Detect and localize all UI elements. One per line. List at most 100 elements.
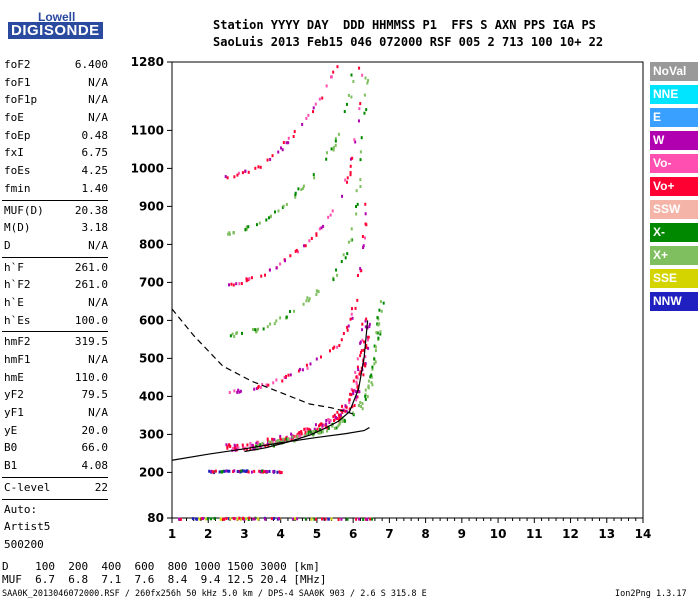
echo-point — [283, 375, 286, 379]
echo-point — [308, 239, 311, 243]
echo-point — [355, 398, 358, 402]
echo-point — [247, 225, 250, 229]
param-row: fmin 1.40 — [2, 180, 108, 198]
param-name: Artist5 — [4, 520, 51, 534]
echo-point — [312, 173, 315, 177]
echo-point — [364, 319, 367, 323]
echo-point — [244, 227, 247, 231]
y-tick-label: 800 — [139, 237, 164, 251]
echo-point — [363, 362, 366, 366]
echo-point — [361, 328, 364, 332]
echo-point — [236, 173, 239, 177]
echo-point — [325, 419, 328, 423]
echo-point — [271, 154, 274, 158]
echo-point — [266, 325, 269, 329]
x-tick-label: 12 — [562, 527, 579, 541]
echo-point — [225, 517, 228, 521]
echo-point — [238, 390, 241, 394]
param-row: hmF1 N/A — [2, 351, 108, 369]
echo-point — [232, 516, 235, 520]
echo-point — [358, 517, 361, 521]
echo-point — [336, 417, 339, 421]
echo-point — [289, 254, 292, 258]
x-tick-label: 4 — [277, 527, 285, 541]
echo-point — [310, 517, 313, 521]
echo-point — [357, 368, 360, 372]
echo-point — [355, 517, 358, 521]
echo-point — [355, 395, 358, 399]
echo-point — [294, 191, 297, 195]
param-name: fxI — [4, 146, 24, 160]
footer-version: Ion2Png 1.3.17 — [615, 589, 687, 599]
param-row: 500200 — [2, 536, 108, 554]
echo-point — [361, 234, 364, 238]
x-tick-label: 13 — [598, 527, 615, 541]
echo-point — [333, 413, 336, 417]
param-row: MUF(D) 20.38 — [2, 202, 108, 220]
echo-point — [287, 136, 290, 140]
echo-point — [255, 441, 258, 445]
echo-point — [361, 407, 364, 411]
echo-point — [178, 517, 181, 521]
echo-point — [302, 184, 305, 188]
param-row: yE 20.0 — [2, 422, 108, 440]
echo-point — [321, 430, 324, 434]
echo-point — [328, 349, 331, 353]
param-value: 79.5 — [81, 388, 109, 402]
echo-point — [303, 427, 306, 431]
echo-point — [347, 324, 350, 328]
echo-point — [366, 81, 369, 85]
echo-point — [279, 262, 282, 266]
echo-point — [287, 437, 290, 441]
echo-point — [378, 322, 381, 326]
param-name: foEs — [4, 164, 31, 178]
echo-point — [266, 470, 269, 474]
echo-point — [360, 136, 363, 140]
echo-point — [362, 348, 365, 352]
echo-point — [350, 307, 353, 311]
echo-point — [272, 470, 275, 474]
echo-point — [236, 469, 239, 473]
echo-point — [299, 434, 302, 438]
param-name: foE — [4, 111, 24, 125]
echo-point — [267, 216, 270, 220]
echo-point — [309, 362, 312, 366]
echo-point — [343, 110, 346, 114]
echo-point — [313, 176, 316, 180]
echo-point — [345, 102, 348, 106]
echo-point — [255, 387, 258, 391]
echo-point — [253, 387, 256, 391]
echo-point — [351, 316, 354, 320]
echo-point — [315, 233, 318, 237]
echo-point — [349, 317, 352, 321]
legend-item-nne: NNE — [650, 85, 698, 104]
echo-point — [359, 158, 362, 162]
echo-point — [307, 299, 310, 303]
echo-point — [368, 325, 371, 329]
echo-point — [327, 215, 330, 219]
echo-point — [341, 411, 344, 415]
echo-point — [308, 297, 311, 301]
echo-point — [322, 224, 325, 228]
echo-point — [365, 317, 368, 321]
echo-point — [365, 108, 368, 112]
echo-point — [242, 445, 245, 449]
echo-point — [344, 178, 347, 182]
echo-point — [267, 383, 270, 387]
echo-point — [338, 423, 341, 427]
echo-point — [356, 357, 359, 361]
echo-point — [313, 427, 316, 431]
echo-point — [282, 437, 285, 441]
echo-point — [341, 420, 344, 424]
echo-point — [336, 345, 339, 349]
echo-point — [268, 469, 271, 473]
param-name: foEp — [4, 128, 31, 142]
echo-point — [306, 296, 309, 300]
echo-point — [301, 122, 304, 126]
echo-point — [237, 446, 240, 450]
echo-point — [275, 378, 278, 382]
echo-point — [332, 415, 335, 419]
echo-point — [346, 325, 349, 329]
echo-point — [250, 470, 253, 474]
echo-point — [285, 437, 288, 441]
